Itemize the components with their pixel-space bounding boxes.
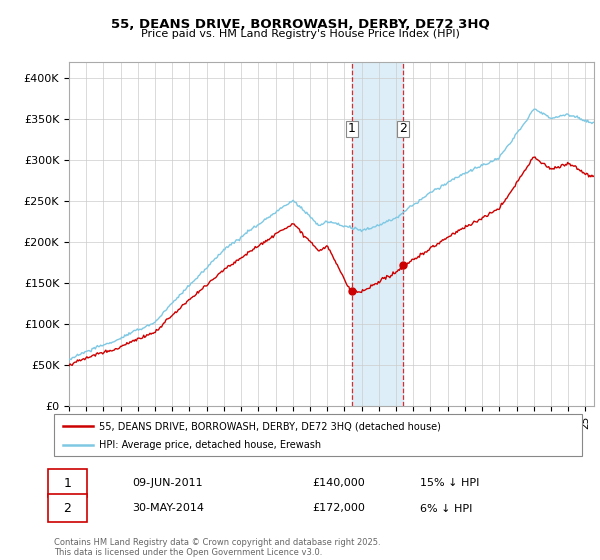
Text: Price paid vs. HM Land Registry's House Price Index (HPI): Price paid vs. HM Land Registry's House … (140, 29, 460, 39)
Text: Contains HM Land Registry data © Crown copyright and database right 2025.
This d: Contains HM Land Registry data © Crown c… (54, 538, 380, 557)
Text: 2: 2 (64, 502, 71, 515)
Text: 2: 2 (400, 123, 407, 136)
Text: 1: 1 (64, 477, 71, 490)
Text: 30-MAY-2014: 30-MAY-2014 (132, 503, 204, 514)
Text: 1: 1 (348, 123, 356, 136)
Bar (352, 62, 403, 406)
Text: HPI: Average price, detached house, Erewash: HPI: Average price, detached house, Erew… (99, 440, 321, 450)
Text: £172,000: £172,000 (312, 503, 365, 514)
Text: 09-JUN-2011: 09-JUN-2011 (132, 478, 203, 488)
Text: 15% ↓ HPI: 15% ↓ HPI (420, 478, 479, 488)
Text: 55, DEANS DRIVE, BORROWASH, DERBY, DE72 3HQ (detached house): 55, DEANS DRIVE, BORROWASH, DERBY, DE72 … (99, 421, 441, 431)
Text: 6% ↓ HPI: 6% ↓ HPI (420, 503, 472, 514)
Text: 55, DEANS DRIVE, BORROWASH, DERBY, DE72 3HQ: 55, DEANS DRIVE, BORROWASH, DERBY, DE72 … (110, 18, 490, 31)
Text: £140,000: £140,000 (312, 478, 365, 488)
